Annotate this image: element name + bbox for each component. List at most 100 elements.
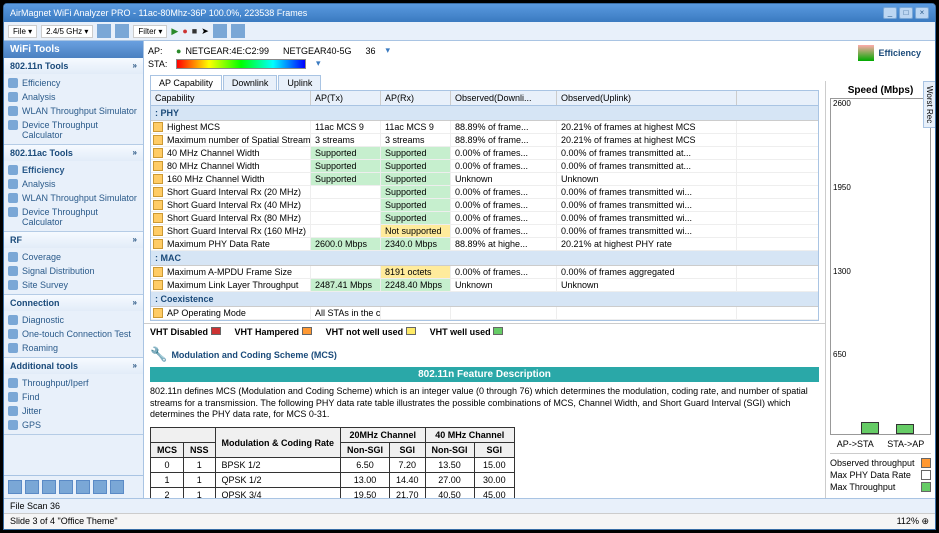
sidebar-item[interactable]: Find: [4, 390, 143, 404]
speed-tick: 1300: [833, 267, 851, 276]
sidebar-item[interactable]: Device Throughput Calculator: [4, 118, 143, 142]
mcs-description: 802.11n defines MCS (Modulation and Codi…: [150, 386, 819, 421]
sidebar-bottom-icon[interactable]: [25, 480, 39, 494]
stop-icon[interactable]: ■: [192, 26, 197, 36]
grid-column-header[interactable]: Capability: [151, 91, 311, 105]
speed-chart: 260019501300650: [830, 98, 931, 435]
speed-tick: 2600: [833, 99, 851, 108]
sidebar-item[interactable]: Device Throughput Calculator: [4, 205, 143, 229]
sidebar-bottom-icon[interactable]: [8, 480, 22, 494]
speed-panel: Speed (Mbps) 260019501300650 AP->STASTA-…: [825, 81, 935, 498]
grid-column-header[interactable]: AP(Tx): [311, 91, 381, 105]
window-title: AirMagnet WiFi Analyzer PRO - 11ac-80Mhz…: [10, 8, 307, 18]
mcs-title: 🔧 Modulation and Coding Scheme (MCS): [150, 346, 819, 363]
sidebar-section-title[interactable]: Additional tools»: [4, 358, 143, 374]
play-icon[interactable]: ▶: [171, 26, 178, 37]
sidebar-item[interactable]: Site Survey: [4, 278, 143, 292]
slide-info: Slide 3 of 4 "Office Theme": [10, 516, 118, 527]
sidebar-item[interactable]: Analysis: [4, 90, 143, 104]
grid-row: Maximum Link Layer Throughput2487.41 Mbp…: [151, 279, 818, 292]
arrow-icon[interactable]: ➤: [201, 26, 209, 37]
band-selector[interactable]: 2.4/5 GHz ▾: [41, 25, 93, 38]
record-icon[interactable]: ●: [182, 26, 187, 36]
vht-legend: VHT Disabled VHT Hampered VHT not well u…: [144, 323, 825, 340]
toolbar-icon[interactable]: [97, 24, 111, 38]
minimize-button[interactable]: _: [883, 7, 897, 19]
zoom-level[interactable]: 112% ⊕: [897, 516, 929, 527]
sidebar-item[interactable]: Roaming: [4, 341, 143, 355]
capability-tab[interactable]: Uplink: [278, 75, 321, 90]
sidebar-item[interactable]: Efficiency: [4, 76, 143, 90]
efficiency-icon: [858, 45, 874, 61]
ap-name: NETGEAR40-5G: [283, 46, 352, 56]
main-toolbar: File ▾ 2.4/5 GHz ▾ Filter ▾ ▶ ● ■ ➤: [4, 22, 935, 41]
grid-row: Maximum PHY Data Rate2600.0 Mbps2340.0 M…: [151, 238, 818, 251]
mcs-icon: 🔧: [150, 346, 167, 363]
toolbar-icon[interactable]: [231, 24, 245, 38]
speed-axis-labels: AP->STA STA->AP: [830, 439, 931, 449]
feature-description-bar: 802.11n Feature Description: [150, 367, 819, 382]
speed-bar-label: AP->STA: [837, 439, 874, 449]
vht-legend-item: VHT Disabled: [150, 327, 223, 337]
dropdown-icon[interactable]: ▾: [386, 45, 391, 56]
grid-row: AP Operating ModeAll STAs in the ch...: [151, 307, 818, 320]
right-tab[interactable]: Worst Rec: [923, 81, 935, 128]
sidebar-section-title[interactable]: Connection»: [4, 295, 143, 311]
sidebar-item[interactable]: Analysis: [4, 177, 143, 191]
dropdown-icon[interactable]: ▾: [316, 58, 321, 69]
grid-column-header[interactable]: AP(Rx): [381, 91, 451, 105]
grid-row: Maximum A-MPDU Frame Size8191 octets0.00…: [151, 266, 818, 279]
file-menu[interactable]: File ▾: [8, 25, 37, 38]
grid-section-header[interactable]: : Coexistence: [151, 292, 818, 307]
main-area: WiFi Tools 802.11n Tools»EfficiencyAnaly…: [4, 41, 935, 498]
sidebar-bottom-icon[interactable]: [42, 480, 56, 494]
sidebar-item[interactable]: Efficiency: [4, 163, 143, 177]
toolbar-icon[interactable]: [115, 24, 129, 38]
ap-channel: 36: [366, 46, 376, 56]
sidebar-section-title[interactable]: 802.11ac Tools»: [4, 145, 143, 161]
content-area: AP: ● NETGEAR:4E:C2:99 NETGEAR40-5G 36 ▾…: [144, 41, 935, 498]
speed-bar-label: STA->AP: [887, 439, 924, 449]
sidebar-bottom-icon[interactable]: [59, 480, 73, 494]
mcs-row: 01BPSK 1/26.507.2013.5015.00: [151, 458, 515, 473]
sidebar-title: WiFi Tools: [4, 41, 143, 58]
capability-tab[interactable]: AP Capability: [150, 75, 222, 90]
vht-legend-item: VHT not well used: [326, 327, 418, 337]
sidebar-section-title[interactable]: RF»: [4, 232, 143, 248]
sidebar-item[interactable]: Signal Distribution: [4, 264, 143, 278]
sidebar-bottom-icon[interactable]: [110, 480, 124, 494]
grid-row: Short Guard Interval Rx (20 MHz)Supporte…: [151, 186, 818, 199]
sidebar-item[interactable]: WLAN Throughput Simulator: [4, 191, 143, 205]
vht-legend-item: VHT well used: [430, 327, 506, 337]
sidebar-item[interactable]: Diagnostic: [4, 313, 143, 327]
grid-column-header[interactable]: Observed(Uplink): [557, 91, 737, 105]
sidebar-item[interactable]: Coverage: [4, 250, 143, 264]
sidebar-section-title[interactable]: 802.11n Tools»: [4, 58, 143, 74]
toolbar-icon[interactable]: [213, 24, 227, 38]
app-window: AirMagnet WiFi Analyzer PRO - 11ac-80Mhz…: [3, 3, 936, 530]
sidebar-item[interactable]: WLAN Throughput Simulator: [4, 104, 143, 118]
ap-mac: NETGEAR:4E:C2:99: [185, 46, 269, 56]
close-button[interactable]: ×: [915, 7, 929, 19]
grid-section-header[interactable]: : MAC: [151, 251, 818, 266]
statusbar: File Scan 36: [4, 498, 935, 513]
ap-label: AP:: [148, 46, 172, 56]
legend-item: Observed throughput: [830, 458, 931, 468]
sidebar-item[interactable]: One-touch Connection Test: [4, 327, 143, 341]
sidebar-item[interactable]: Jitter: [4, 404, 143, 418]
sidebar-item[interactable]: Throughput/Iperf: [4, 376, 143, 390]
grid-section-header[interactable]: : PHY: [151, 106, 818, 121]
grid-row: Short Guard Interval Rx (40 MHz)Supporte…: [151, 199, 818, 212]
mcs-row: 11QPSK 1/213.0014.4027.0030.00: [151, 473, 515, 488]
capability-tabs: AP CapabilityDownlinkUplink: [150, 75, 819, 90]
sidebar-bottom-icon[interactable]: [76, 480, 90, 494]
grid-row: Highest MCS11ac MCS 911ac MCS 988.89% of…: [151, 121, 818, 134]
speed-tick: 650: [833, 350, 846, 359]
maximize-button[interactable]: □: [899, 7, 913, 19]
capability-tab[interactable]: Downlink: [223, 75, 278, 90]
sidebar-item[interactable]: GPS: [4, 418, 143, 432]
sidebar-bottom-icon[interactable]: [93, 480, 107, 494]
grid-column-header[interactable]: Observed(Downli...: [451, 91, 557, 105]
filter-menu[interactable]: Filter ▾: [133, 25, 167, 38]
ap-info: AP: ● NETGEAR:4E:C2:99 NETGEAR40-5G 36 ▾…: [148, 45, 850, 71]
